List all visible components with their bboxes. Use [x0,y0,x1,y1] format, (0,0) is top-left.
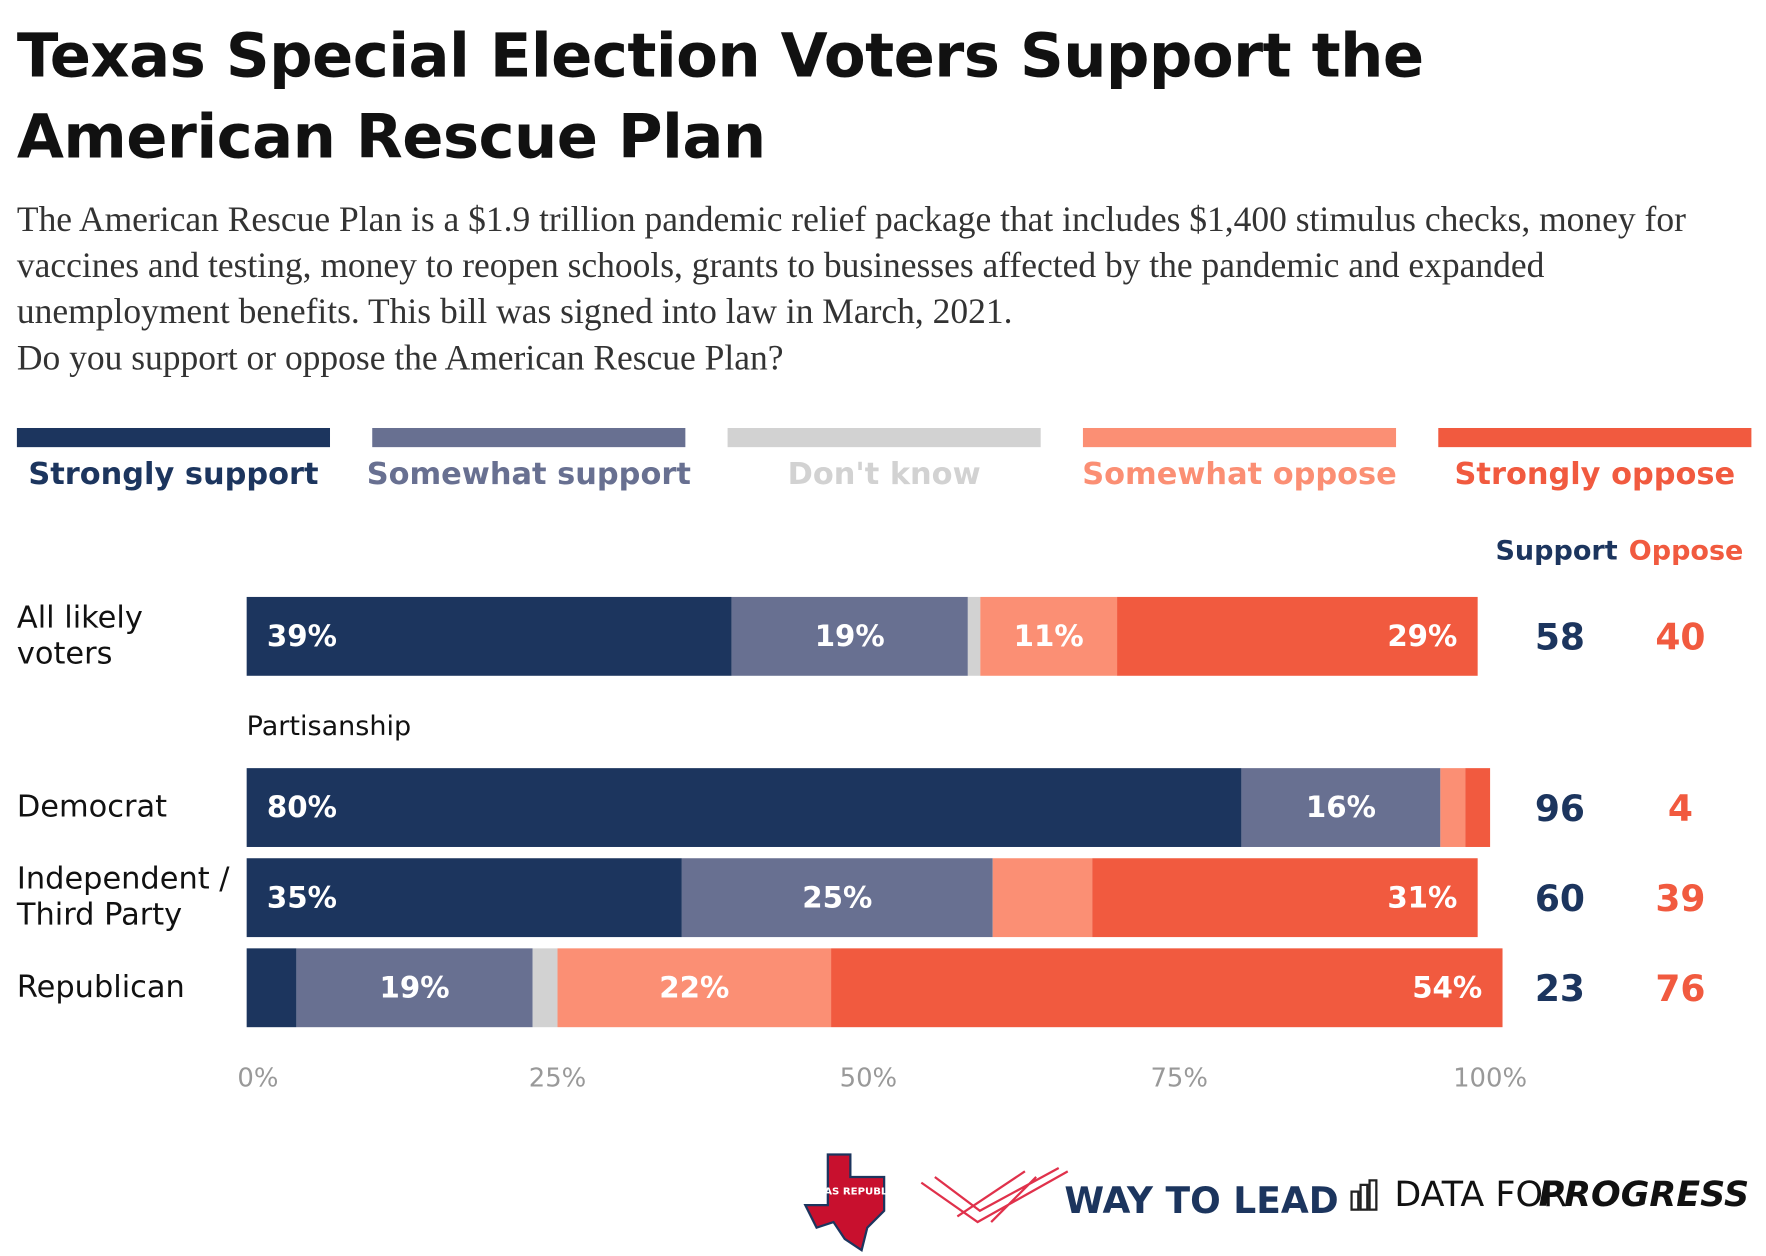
value-label: 35% [267,880,337,914]
legend-label: Strongly oppose [1455,457,1736,492]
support-header: Support [1495,535,1617,566]
support-value: 96 [1535,789,1585,830]
bar-segment [1440,768,1466,847]
x-tick-label: 100% [1453,1063,1527,1093]
logo-boot-texas: BOOT TEXAS REPUBLICANS [767,1153,922,1253]
legend-label: Strongly support [28,457,318,492]
x-tick-label: 0% [237,1063,278,1093]
oppose-value: 4 [1668,789,1693,830]
value-label: 11% [1014,619,1084,653]
oppose-value: 39 [1655,879,1705,920]
value-label: 31% [1387,880,1457,914]
chart-title: Texas Special Election Voters Support th… [16,20,1424,173]
bar-segment [967,596,981,676]
group-label: Partisanship [247,711,411,742]
question: Do you support or oppose the American Re… [16,337,784,378]
bar-segment [1117,596,1478,676]
value-label: 16% [1306,790,1376,824]
logo-way-to-lead [920,1166,1069,1224]
logo-text: DATA FOR [1394,1175,1567,1215]
category-label: Republican [16,969,185,1005]
support-value: 23 [1535,969,1585,1010]
legend-label: Somewhat oppose [1082,457,1397,492]
bar-segment [980,596,1118,676]
oppose-header: Oppose [1629,535,1744,566]
value-label: 39% [267,619,337,653]
legend-swatch [16,427,331,448]
category-label: All likely voters [16,600,143,672]
logo-text: BOOT TEXAS REPUBLICANS [767,1187,922,1198]
value-label: 19% [815,619,885,653]
logo-text: PROGRESS [1539,1175,1750,1215]
support-value: 60 [1535,879,1585,920]
category-label: Democrat [16,789,168,825]
bar-segment [246,596,732,676]
oppose-value: 76 [1655,969,1705,1010]
x-tick-label: 50% [840,1063,898,1093]
legend-swatch [727,427,1041,448]
bar-segment [992,858,1093,938]
bar-segment [1465,768,1491,847]
x-tick-label: 75% [1150,1063,1208,1093]
value-label: 19% [379,970,449,1004]
legend-swatch [1082,427,1397,448]
value-label: 29% [1387,619,1457,653]
bar-segment [557,948,832,1028]
value-label: 80% [267,790,337,824]
bar-segment [246,768,1242,847]
bar-segment [831,948,1503,1028]
support-value: 58 [1535,618,1585,659]
value-label: 54% [1412,970,1482,1004]
bar-segment [681,858,993,938]
bar-segment [296,948,533,1028]
bar-segment [246,948,297,1028]
legend-label: Don't know [788,457,981,492]
oppose-value: 40 [1655,618,1705,659]
bar-segment [246,858,682,938]
bar-segment [1241,768,1441,847]
legend-swatch [1438,427,1752,448]
legend-label: Somewhat support [367,457,691,492]
bar-segment [532,948,558,1028]
legend-swatch [372,427,686,448]
bar-segment [731,596,968,676]
logo-text: WAY TO LEAD [1064,1181,1338,1222]
category-label: Independent / Third Party [16,861,230,933]
logo-dfp-icon [1350,1179,1378,1211]
subtitle: The American Rescue Plan is a $1.9 trill… [16,199,1686,332]
bar-segment [1092,858,1478,938]
x-tick-label: 25% [529,1063,587,1093]
value-label: 25% [802,880,872,914]
value-label: 22% [659,970,729,1004]
